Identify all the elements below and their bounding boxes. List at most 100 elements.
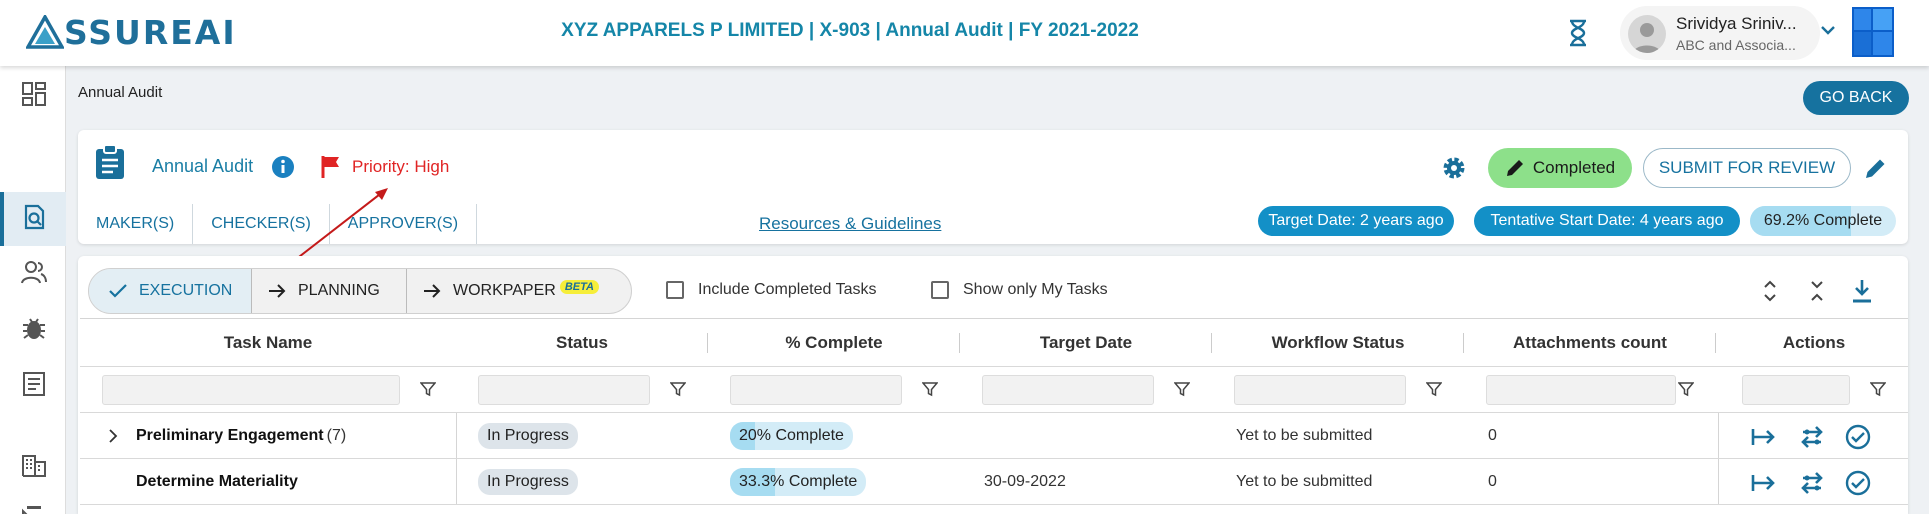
column-header-target-date[interactable]: Target Date	[1039, 332, 1133, 352]
filter-input-workflow-status[interactable]	[1234, 375, 1406, 405]
step-execution-label: EXECUTION	[139, 282, 233, 299]
arrow-right-icon	[424, 284, 441, 298]
bug-icon[interactable]	[21, 315, 47, 341]
step-workpaper[interactable]: WORKPAPER BETA	[407, 269, 615, 313]
status-completed-button[interactable]: Completed	[1488, 148, 1632, 188]
gear-icon[interactable]	[1440, 154, 1468, 182]
info-icon[interactable]	[271, 155, 295, 179]
status-completed-label: Completed	[1532, 158, 1616, 177]
collapse-icon[interactable]	[1805, 278, 1829, 304]
row-divider	[456, 459, 457, 504]
filter-icon[interactable]	[420, 381, 436, 397]
column-header-task-name[interactable]: Task Name	[223, 332, 313, 352]
chevron-right-icon[interactable]	[106, 429, 120, 443]
table-filter-row	[80, 367, 1908, 413]
include-completed-checkbox[interactable]: Include Completed Tasks	[666, 281, 876, 299]
submit-for-review-button[interactable]: SUBMIT FOR REVIEW	[1643, 148, 1851, 188]
attachments-cell: 0	[1488, 426, 1497, 444]
resources-guidelines-link[interactable]: Resources & Guidelines	[759, 214, 942, 233]
filter-input-task-name[interactable]	[102, 375, 400, 405]
role-tabs: MAKER(S) CHECKER(S) APPROVER(S)	[78, 204, 478, 244]
audit-progress-badge: 69.2% Complete	[1750, 206, 1896, 236]
check-circle-icon[interactable]	[1844, 424, 1872, 450]
pencil-icon	[1506, 160, 1523, 176]
include-completed-label: Include Completed Tasks	[698, 281, 877, 298]
filter-input-attachments[interactable]	[1486, 375, 1676, 405]
column-header-complete[interactable]: % Complete	[785, 332, 883, 352]
user-menu[interactable]: Srividya Sriniv... ABC and Associa...	[1620, 6, 1820, 60]
task-name-cell[interactable]: Preliminary Engagement (7)	[136, 413, 452, 458]
filter-input-status[interactable]	[478, 375, 650, 405]
tab-checkers[interactable]: CHECKER(S)	[193, 204, 330, 244]
swap-icon[interactable]	[1798, 470, 1826, 496]
filter-input-target-date[interactable]	[982, 375, 1154, 405]
pencil-icon[interactable]	[1864, 156, 1888, 180]
task-name-cell[interactable]: Determine Materiality	[136, 459, 452, 504]
expand-icon[interactable]	[1758, 278, 1782, 304]
column-header-status[interactable]: Status	[556, 332, 608, 352]
hourglass-icon[interactable]	[1566, 19, 1590, 47]
task-name: Determine Materiality	[136, 472, 298, 490]
column-separator[interactable]	[707, 333, 708, 353]
column-header-attachments[interactable]: Attachments count	[1513, 332, 1667, 352]
windows-tiles-icon[interactable]	[1852, 7, 1894, 57]
arrow-right-icon	[269, 284, 286, 298]
filter-icon[interactable]	[1870, 381, 1886, 397]
filter-icon[interactable]	[670, 381, 686, 397]
filter-input-complete[interactable]	[730, 375, 902, 405]
row-divider	[1718, 459, 1719, 504]
step-execution[interactable]: EXECUTION	[89, 269, 252, 313]
assign-icon[interactable]	[1750, 470, 1778, 496]
column-separator[interactable]	[1715, 333, 1716, 353]
only-my-tasks-box[interactable]	[931, 281, 949, 299]
only-my-tasks-checkbox[interactable]: Show only My Tasks	[931, 281, 1108, 299]
column-header-workflow-status[interactable]: Workflow Status	[1271, 332, 1405, 352]
complete-fill	[730, 467, 776, 496]
subtask-count: (7)	[326, 426, 347, 444]
table-header-row: Task Name Status % Complete Target Date …	[80, 319, 1908, 367]
sidebar-more-icon[interactable]	[27, 506, 41, 509]
filter-icon[interactable]	[1678, 381, 1694, 397]
chevron-down-icon[interactable]	[1818, 20, 1838, 40]
include-completed-box[interactable]	[666, 281, 684, 299]
annotation-arrow	[285, 188, 388, 268]
tab-makers[interactable]: MAKER(S)	[78, 204, 194, 244]
audit-search-icon[interactable]	[21, 204, 47, 230]
tab-approvers[interactable]: APPROVER(S)	[330, 204, 478, 244]
row-divider	[456, 413, 457, 458]
go-back-button[interactable]: GO BACK	[1803, 81, 1909, 115]
column-separator[interactable]	[1211, 333, 1212, 353]
user-org: ABC and Associa...	[1676, 37, 1796, 53]
complete-cell: 20% Complete	[730, 413, 853, 458]
logo[interactable]: SSUREAI	[26, 12, 237, 52]
task-name: Preliminary Engagement	[136, 426, 324, 444]
logo-text: SSUREAI	[64, 12, 237, 52]
complete-cell: 33.3% Complete	[730, 459, 867, 504]
audit-progress-fill	[1750, 206, 1852, 236]
filter-icon[interactable]	[1426, 381, 1442, 397]
people-icon[interactable]	[21, 259, 47, 285]
building-icon[interactable]	[21, 452, 47, 478]
document-icon[interactable]	[21, 371, 47, 397]
check-circle-icon[interactable]	[1844, 470, 1872, 496]
swap-icon[interactable]	[1798, 424, 1826, 450]
filter-input-actions[interactable]	[1742, 375, 1850, 405]
status-badge: In Progress	[478, 422, 578, 449]
column-separator[interactable]	[1463, 333, 1464, 353]
column-separator[interactable]	[959, 333, 960, 353]
workflow-status-cell: Yet to be submitted	[1236, 472, 1373, 490]
top-bar: SSUREAI XYZ APPARELS P LIMITED | X-903 |…	[0, 0, 1929, 66]
table-row[interactable]: Determine Materiality In Progress 33.3% …	[80, 459, 1908, 505]
download-icon[interactable]	[1850, 278, 1874, 304]
priority-label: Priority: High	[352, 157, 450, 176]
complete-badge: 20% Complete	[730, 421, 853, 450]
clipboard-icon	[96, 144, 124, 179]
table-row[interactable]: Preliminary Engagement (7) In Progress 2…	[80, 413, 1908, 459]
target-date-badge: Target Date: 2 years ago	[1258, 206, 1454, 236]
dashboard-icon[interactable]	[21, 81, 47, 107]
filter-icon[interactable]	[922, 381, 938, 397]
filter-icon[interactable]	[1174, 381, 1190, 397]
assign-icon[interactable]	[1750, 424, 1778, 450]
status-cell: In Progress	[478, 413, 578, 458]
step-planning[interactable]: PLANNING	[252, 269, 407, 313]
